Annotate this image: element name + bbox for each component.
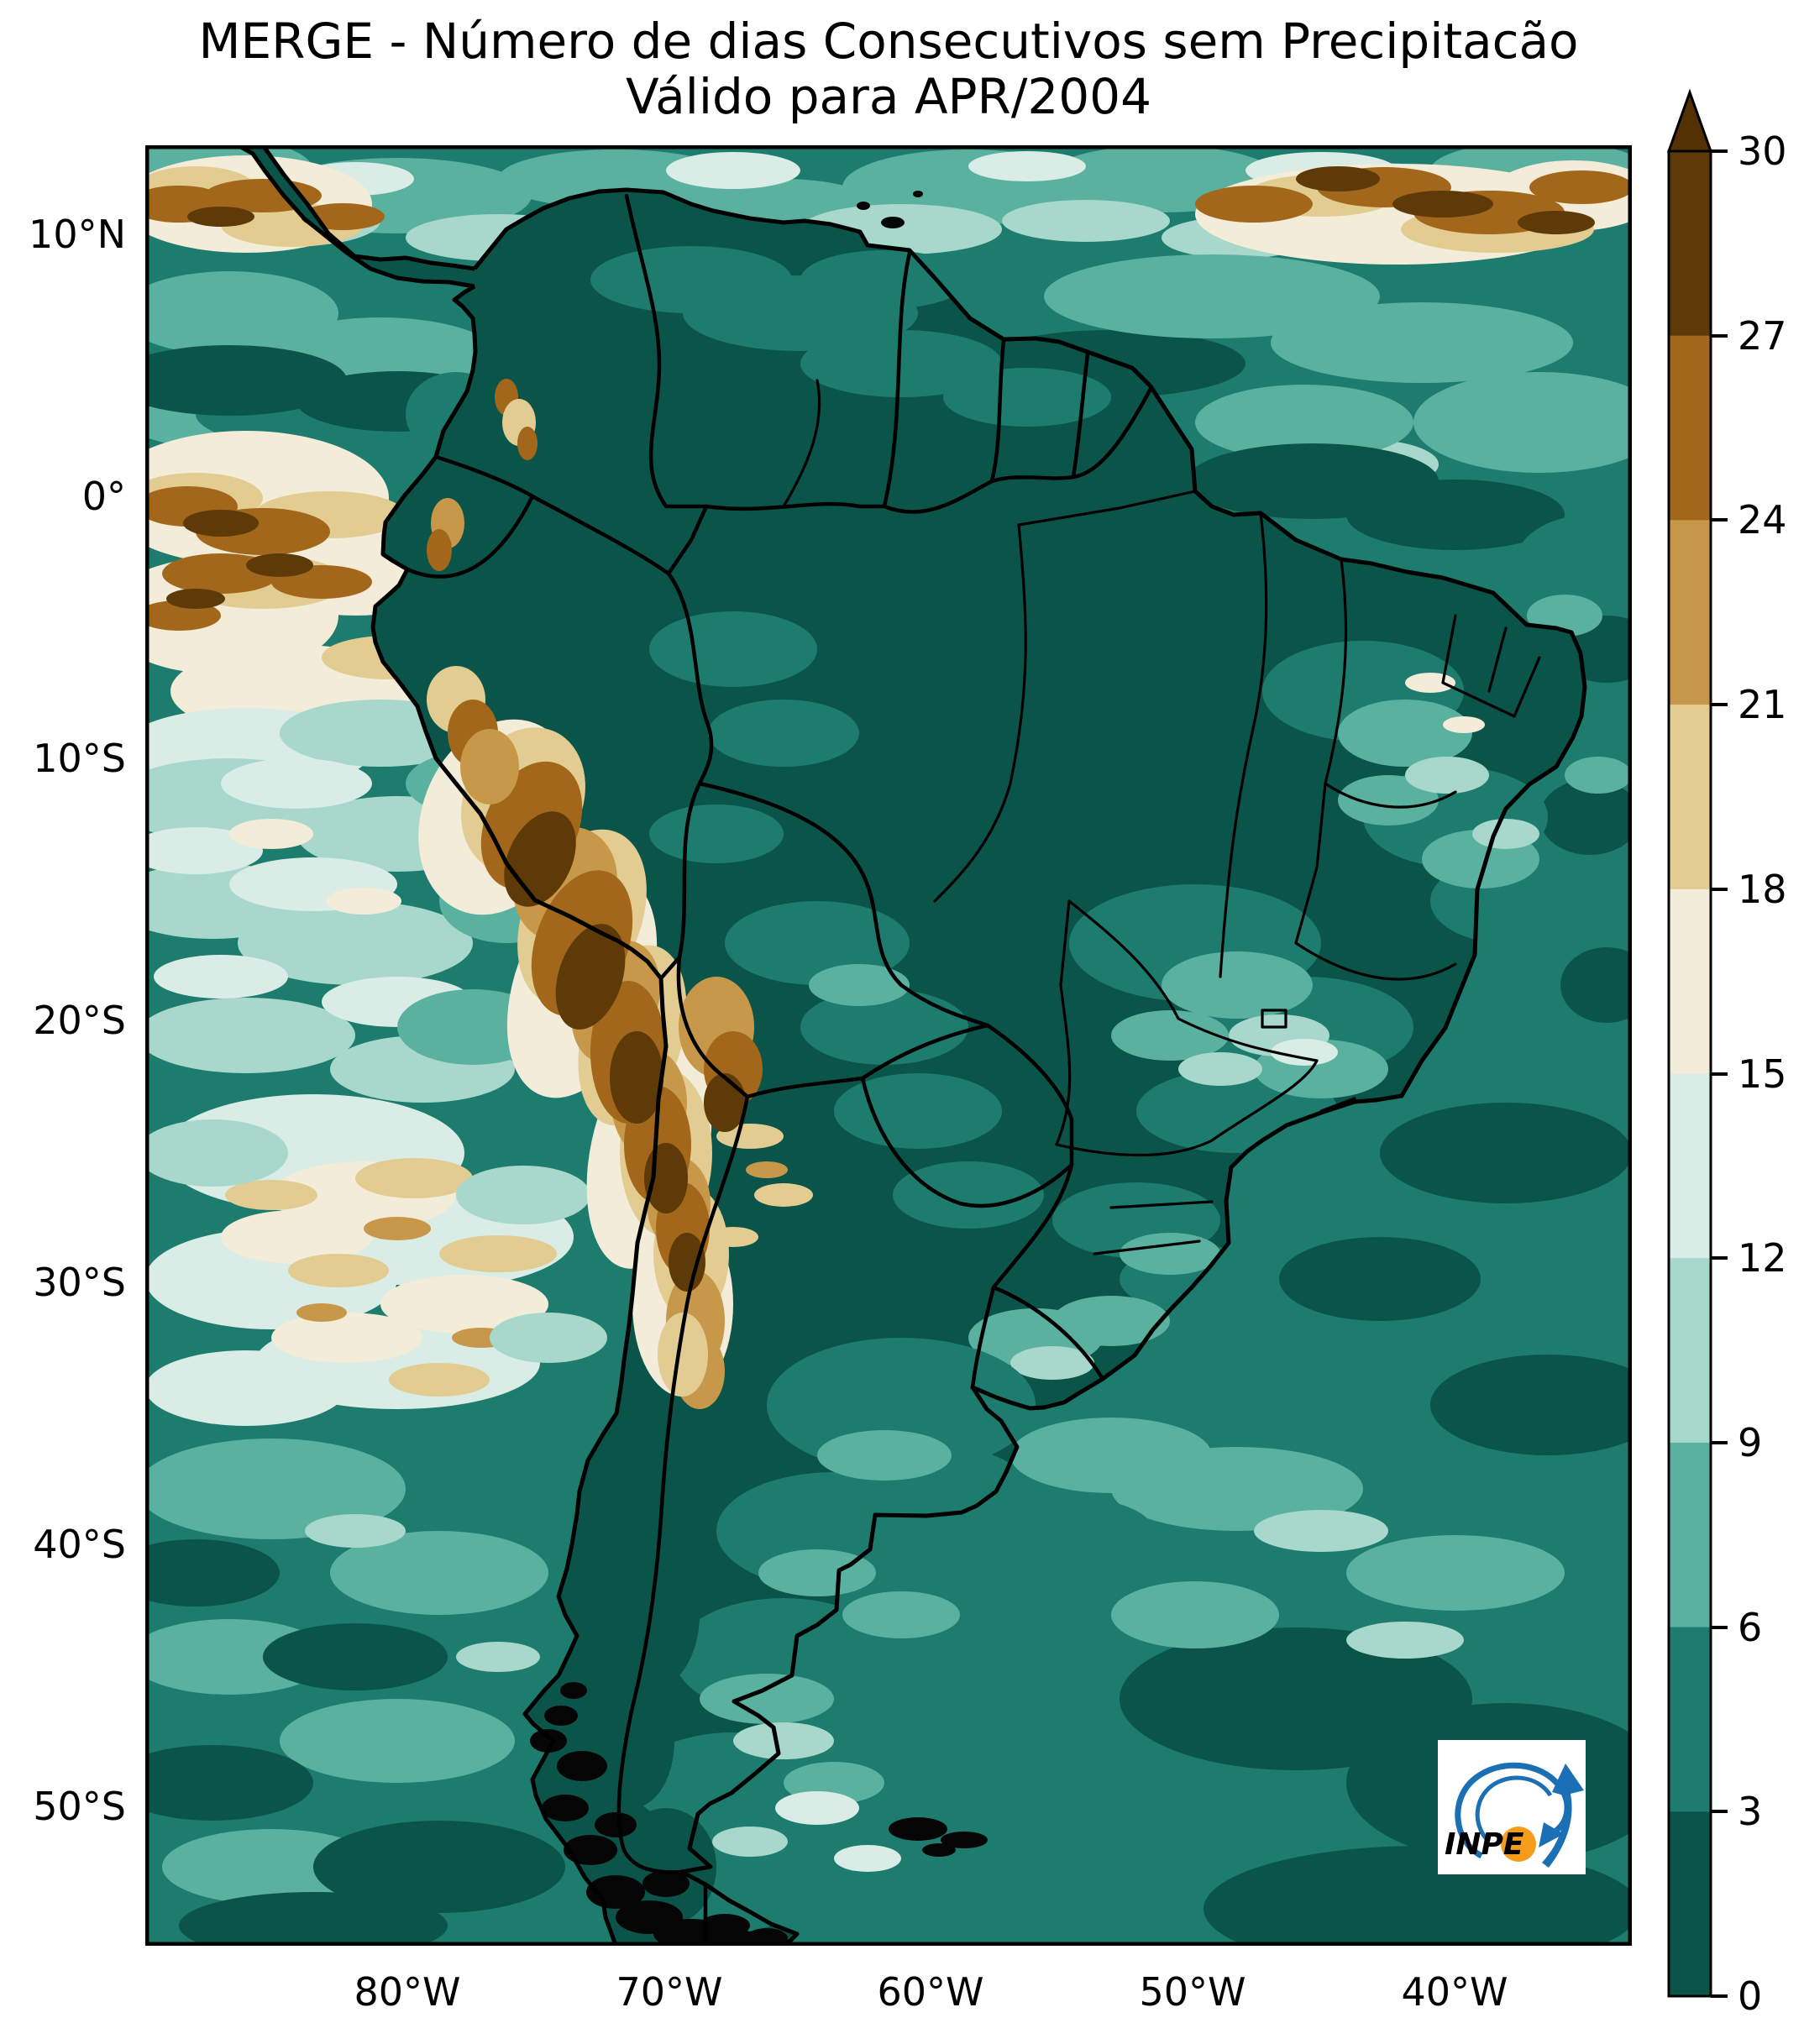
lon-tick-50w: 50°W	[1139, 1969, 1246, 2015]
inpe-logo: INPE	[1438, 1740, 1586, 1874]
map-frame	[145, 145, 1632, 1946]
inpe-orange-ball	[1501, 1826, 1536, 1862]
page-subtitle: Válido para APR/2004	[626, 68, 1151, 125]
lat-tick-10s: 10°S	[33, 736, 126, 781]
colorbar-segment-27-30	[1669, 151, 1711, 336]
inpe-big-arrow-icon	[1542, 1764, 1584, 1868]
colorbar-label-12: 12	[1738, 1235, 1787, 1281]
patagonia-fjords	[530, 1682, 788, 1946]
lat-tick-10n: 10°N	[29, 212, 126, 257]
colorbar-segment-12-15	[1669, 1073, 1711, 1259]
colorbar-segment-21-24	[1669, 520, 1711, 705]
brazil-state-borders	[782, 379, 1541, 1255]
lon-tick-70w: 70°W	[616, 1969, 723, 2015]
colorbar-label-21: 21	[1738, 682, 1787, 727]
colorbar-segment-15-18	[1669, 888, 1711, 1074]
ocean-texture-pacific-north	[145, 271, 506, 456]
page-title: MERGE - Número de dias Consecutivos sem …	[198, 13, 1579, 70]
lon-tick-40w: 40°W	[1401, 1969, 1508, 2015]
colorbar-label-15: 15	[1738, 1051, 1787, 1097]
colorbar-over-arrow	[1666, 88, 1713, 153]
caribbean-islands	[857, 191, 923, 228]
colorbar-label-18: 18	[1738, 867, 1787, 912]
lon-tick-60w: 60°W	[877, 1969, 984, 2015]
map-canvas: INPE	[145, 145, 1632, 1946]
colorbar-segment-9-12	[1669, 1258, 1711, 1444]
dry-patch-atlantic-north	[1195, 160, 1632, 265]
lat-tick-50s: 50°S	[33, 1784, 126, 1829]
dry-patch-pacific-subtropical	[145, 1094, 607, 1426]
colorbar-segment-24-27	[1669, 335, 1711, 521]
inpe-swirl-arrowhead	[1539, 1822, 1564, 1847]
colorbar: 0 3 6 9 12 15 18 21 24 27 30	[1666, 88, 1787, 2019]
lat-tick-0: 0°	[81, 474, 126, 519]
colorbar-label-9: 9	[1738, 1420, 1762, 1465]
colorbar-label-6: 6	[1738, 1605, 1762, 1650]
lat-tick-30s: 30°S	[33, 1260, 126, 1305]
colorbar-segment-3-6	[1669, 1627, 1711, 1812]
colorbar-label-0: 0	[1738, 1973, 1762, 2019]
colorbar-ticks	[1711, 149, 1728, 1998]
lon-tick-80w: 80°W	[354, 1969, 461, 2015]
colorbar-label-24: 24	[1738, 497, 1787, 542]
colorbar-segment-6-9	[1669, 1442, 1711, 1627]
coastline	[236, 145, 1587, 1946]
colorbar-label-3: 3	[1738, 1789, 1762, 1834]
colorbar-segment-18-21	[1669, 705, 1711, 890]
colorbar-label-27: 27	[1738, 313, 1787, 359]
colorbar-segment-0-3	[1669, 1811, 1711, 1997]
andes-dry-band	[418, 379, 763, 1409]
lat-tick-40s: 40°S	[33, 1522, 126, 1567]
inpe-swirl-inner	[1475, 1775, 1553, 1842]
falkland-islands	[889, 1817, 988, 1857]
ocean-texture-pacific-south	[145, 1439, 565, 1946]
inpe-logo-text: INPE	[1445, 1827, 1524, 1862]
colorbar-tick-labels: 0 3 6 9 12 15 18 21 24 27 30	[1738, 128, 1787, 2019]
land-texture	[590, 246, 1581, 1934]
colorbar-label-30: 30	[1738, 128, 1787, 174]
lat-tick-20s: 20°S	[33, 998, 126, 1043]
country-borders	[405, 193, 1153, 1946]
